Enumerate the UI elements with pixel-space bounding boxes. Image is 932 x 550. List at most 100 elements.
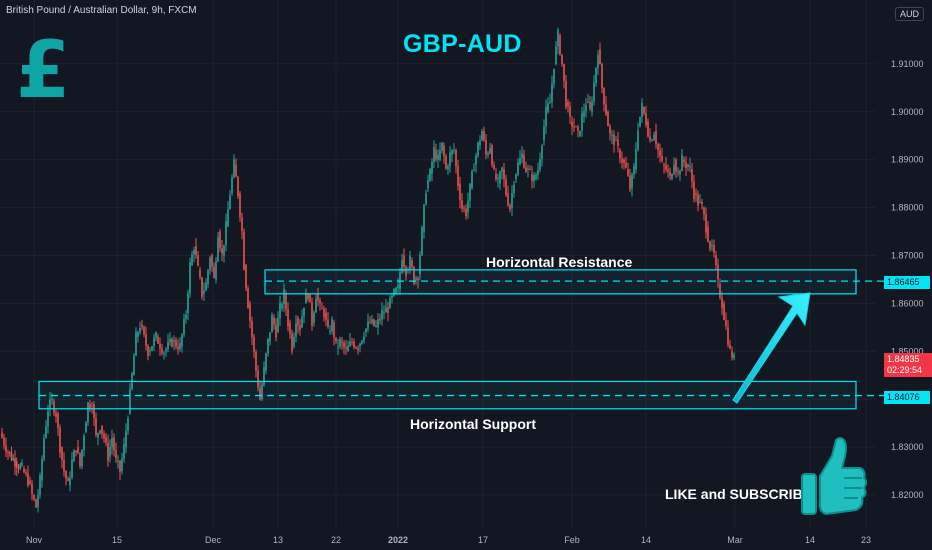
candle-body — [167, 342, 169, 349]
candle-body — [281, 304, 283, 309]
candle-body — [675, 159, 677, 172]
candle-body — [445, 156, 447, 169]
candle-body — [439, 150, 441, 160]
candle-body — [211, 255, 213, 267]
candle-body — [179, 343, 181, 350]
candle-body — [493, 165, 495, 169]
candle-body — [477, 142, 479, 156]
candle-body — [681, 154, 683, 172]
candle-body — [353, 341, 355, 348]
candle-body — [683, 159, 685, 163]
candle-body — [557, 29, 559, 47]
candle-body — [197, 254, 199, 266]
candle-body — [639, 116, 641, 127]
y-tick-label: 1.90000 — [891, 107, 924, 117]
candle-body — [409, 255, 411, 270]
candle-body — [313, 312, 315, 323]
candle-body — [577, 126, 579, 131]
current-price: 1.84835 — [887, 354, 920, 364]
candle-body — [215, 261, 217, 280]
candle-body — [221, 248, 223, 254]
candle-body — [123, 444, 125, 459]
candle-body — [707, 226, 709, 242]
candle-body — [635, 149, 637, 170]
candle-body — [339, 338, 341, 347]
chart-title: GBP-AUD — [403, 30, 522, 58]
x-tick-label: 14 — [805, 535, 815, 545]
candle-body — [255, 351, 257, 371]
candle-body — [449, 152, 451, 167]
x-tick-label: Feb — [564, 535, 580, 545]
candle-body — [555, 46, 557, 64]
candle-body — [601, 64, 603, 89]
candle-body — [491, 145, 493, 166]
candle-body — [111, 437, 113, 448]
candle-body — [497, 178, 499, 180]
arrow-shape — [732, 292, 811, 404]
candle-body — [611, 134, 613, 136]
candle-body — [645, 113, 647, 126]
candle-body — [121, 458, 123, 472]
candle-body — [589, 102, 591, 110]
candle-body — [93, 403, 95, 419]
candle-body — [415, 278, 417, 280]
candle-body — [237, 176, 239, 197]
candle-body — [375, 325, 377, 327]
resistance-zone[interactable] — [264, 269, 857, 295]
candle-body — [301, 316, 303, 328]
candle-body — [147, 345, 149, 357]
candle-body — [631, 174, 633, 189]
candle-body — [1, 432, 3, 438]
candle-body — [73, 450, 75, 462]
candle-body — [14, 458, 16, 467]
candle-body — [69, 477, 71, 486]
candle-body — [637, 130, 639, 150]
support-label: Horizontal Support — [410, 416, 536, 432]
candle-body — [367, 321, 369, 329]
candle-body — [581, 113, 583, 131]
candle-body — [519, 158, 521, 165]
candle-body — [443, 145, 445, 157]
time-axis[interactable]: Nov 15 Dec 13 22 2022 17 Feb 14 Mar 14 23 — [26, 535, 871, 545]
candle-body — [105, 437, 107, 443]
candle-body — [503, 169, 505, 180]
candle-body — [61, 447, 63, 460]
candle-body — [655, 130, 657, 145]
resistance-label: Horizontal Resistance — [486, 254, 633, 270]
y-tick-label: 1.88000 — [891, 203, 924, 213]
candle-body — [483, 130, 485, 140]
candle-body — [509, 204, 511, 210]
candle-body — [427, 180, 429, 189]
candle-body — [173, 340, 175, 342]
candle-body — [383, 312, 385, 314]
currency-badge[interactable]: AUD — [895, 7, 925, 21]
candle-body — [247, 288, 249, 308]
candle-body — [49, 399, 51, 409]
candle-body — [235, 164, 237, 177]
candle-body — [437, 154, 439, 160]
candle-body — [475, 155, 477, 165]
candle-body — [89, 403, 91, 409]
candle-body — [101, 425, 103, 434]
candle-body — [659, 150, 661, 157]
y-tick-label: 1.86000 — [891, 298, 924, 308]
candle-body — [177, 346, 179, 350]
candle-body — [271, 315, 273, 333]
candle-body — [531, 174, 533, 182]
candle-body — [541, 146, 543, 160]
candle-body — [329, 331, 331, 333]
candle-body — [8, 451, 11, 453]
candle-body — [605, 104, 607, 115]
candle-body — [451, 150, 453, 155]
x-tick-label: 2022 — [388, 535, 408, 545]
candle-body — [715, 255, 717, 265]
candle-body — [319, 300, 321, 304]
candle-body — [333, 322, 335, 338]
candle-body — [289, 322, 291, 334]
candle-body — [693, 181, 695, 199]
candle-body — [529, 168, 531, 170]
candle-body — [309, 293, 311, 303]
candle-body — [401, 260, 403, 273]
candle-body — [403, 255, 405, 267]
